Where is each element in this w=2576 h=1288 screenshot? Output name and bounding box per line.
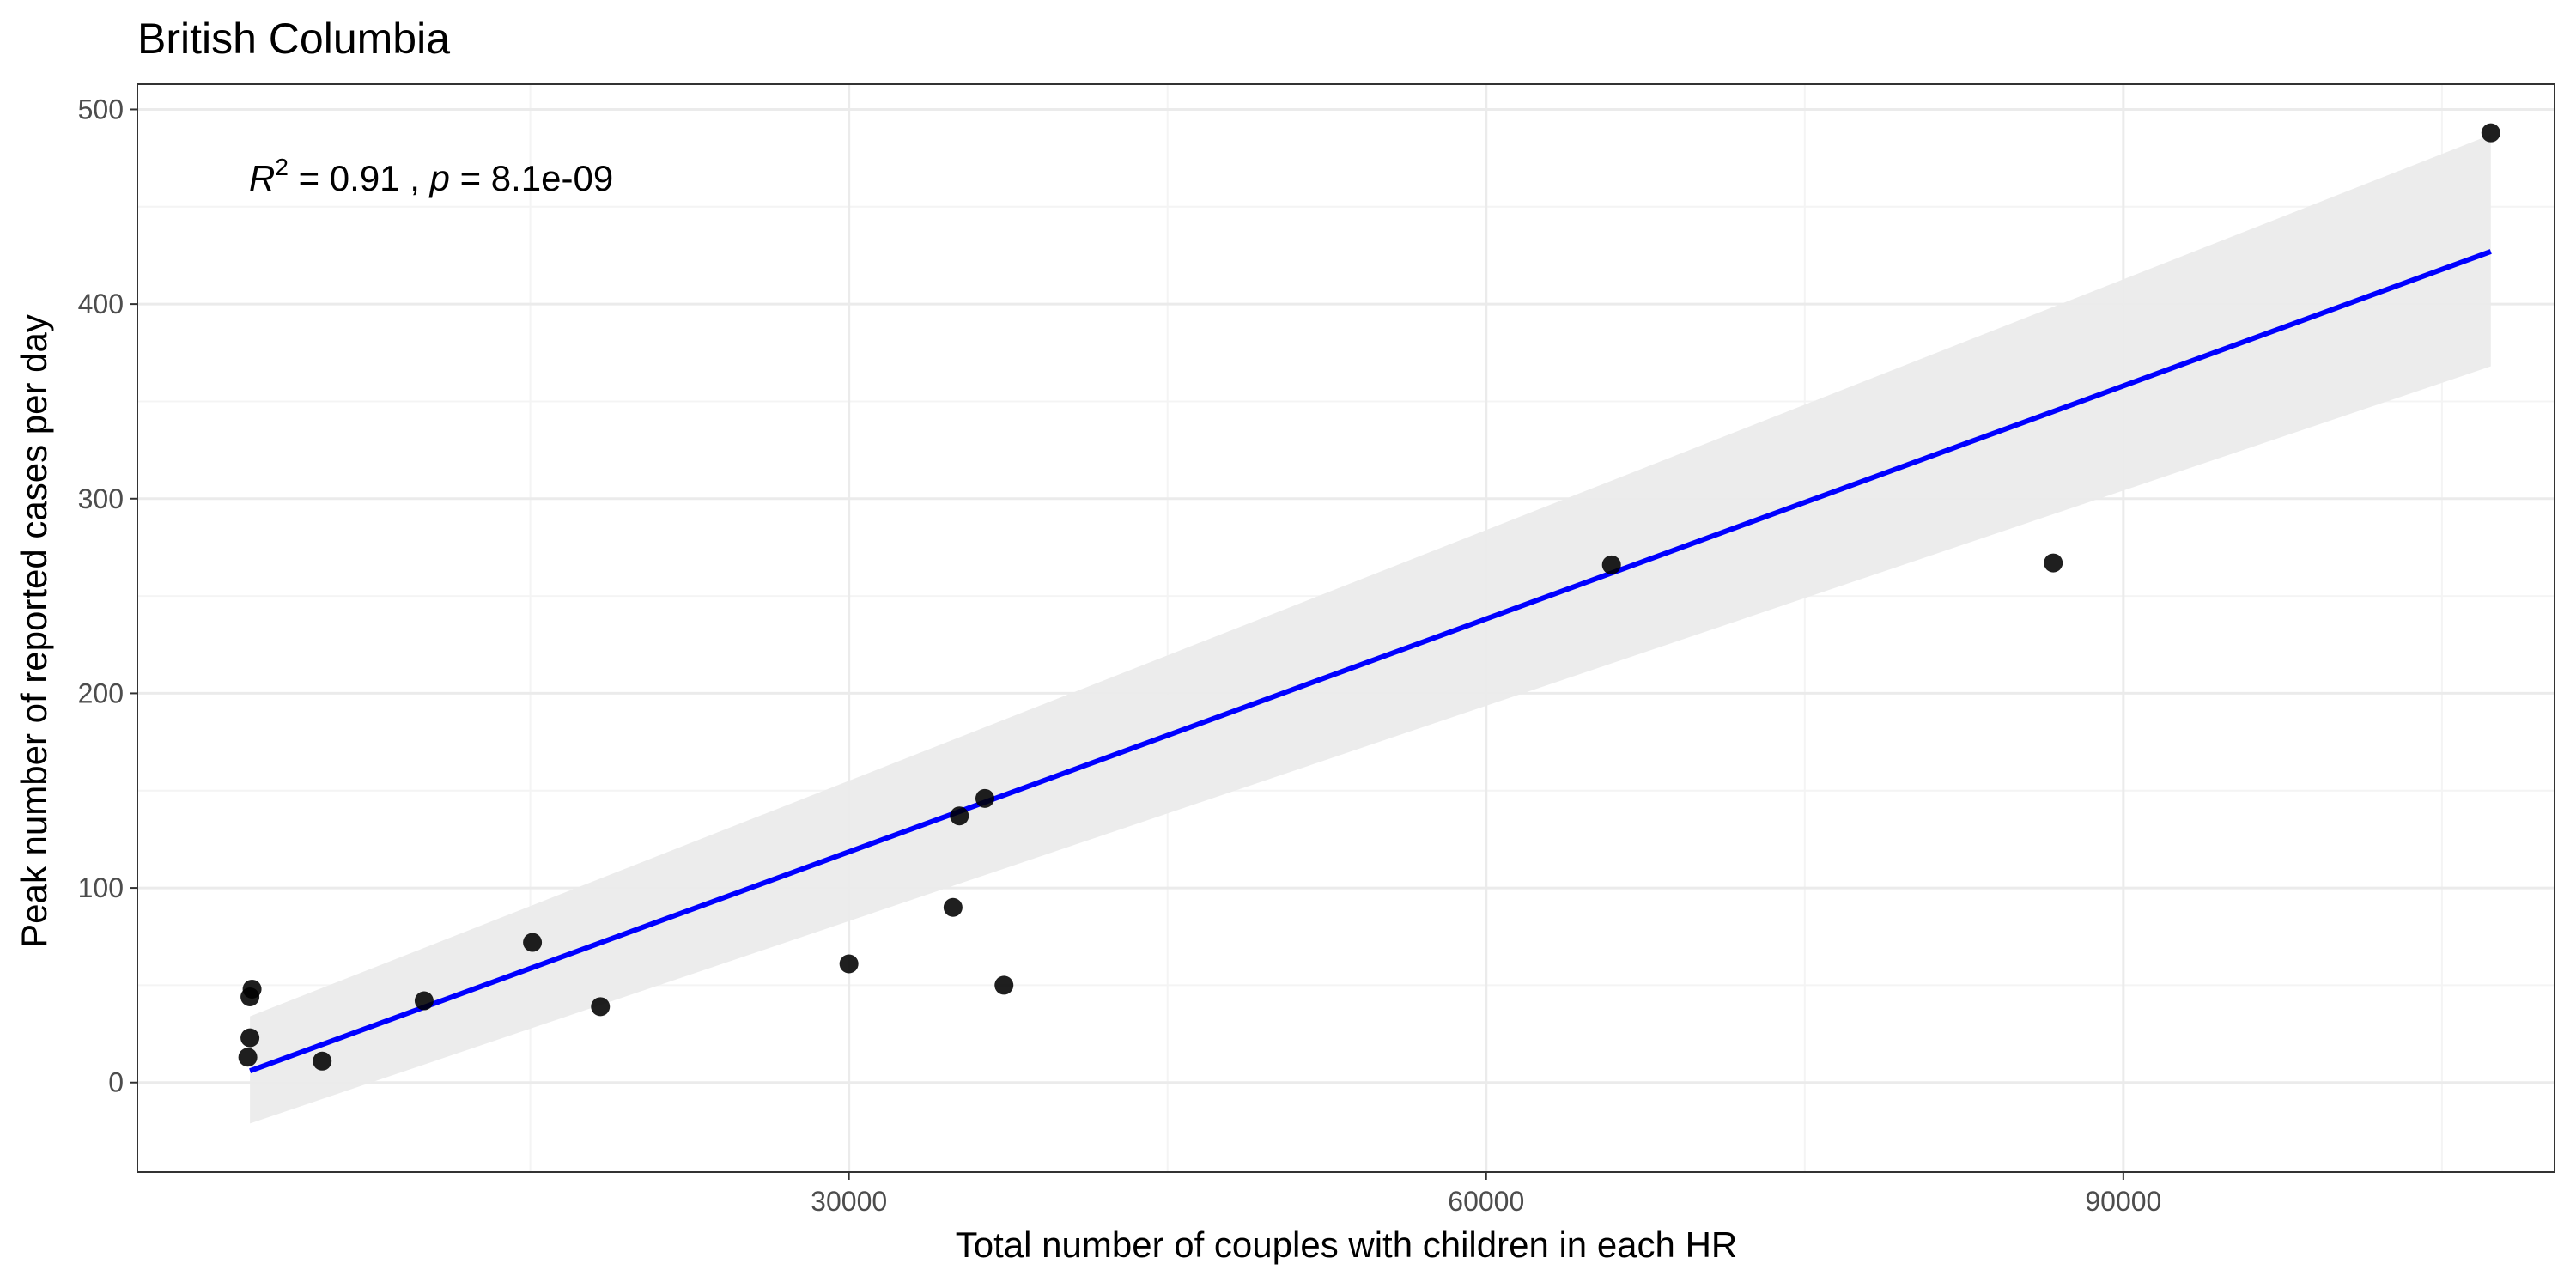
p-symbol: p xyxy=(428,158,450,198)
x-tick-label: 60000 xyxy=(1448,1186,1524,1217)
confidence-band xyxy=(250,134,2491,1124)
p-value: = 8.1e-09 xyxy=(450,158,613,198)
grid-major xyxy=(137,84,2555,1172)
confidence-band-layer xyxy=(250,134,2491,1124)
data-point xyxy=(950,806,969,826)
data-point xyxy=(1601,555,1621,574)
data-point xyxy=(523,933,543,952)
y-tick-label: 0 xyxy=(108,1067,124,1098)
r2-symbol: R xyxy=(249,158,275,198)
y-tick-label: 400 xyxy=(78,289,124,319)
data-point xyxy=(839,954,859,974)
panel-border xyxy=(137,83,2555,1173)
chart-title: British Columbia xyxy=(137,15,450,63)
x-axis-title: Total number of couples with children in… xyxy=(956,1224,1737,1265)
data-point xyxy=(238,1048,258,1067)
data-point xyxy=(591,997,611,1017)
data-point xyxy=(994,975,1014,995)
x-axis-ticks: 30000 60000 90000 xyxy=(811,1172,2161,1217)
data-point xyxy=(414,991,434,1011)
x-tick-label: 90000 xyxy=(2085,1186,2161,1217)
data-point xyxy=(242,979,262,999)
fit-annotation: R2 = 0.91 , p = 8.1e-09 xyxy=(249,154,613,198)
x-tick-label: 30000 xyxy=(811,1186,887,1217)
y-tick-label: 200 xyxy=(78,677,124,708)
data-point xyxy=(2481,123,2500,143)
points-layer xyxy=(238,123,2500,1071)
y-tick-label: 100 xyxy=(78,872,124,903)
data-point xyxy=(240,1028,260,1048)
r2-value: = 0.91 , xyxy=(289,158,430,198)
y-tick-label: 300 xyxy=(78,483,124,514)
y-axis-title: Peak number of reported cases per day xyxy=(14,314,54,948)
y-axis-ticks: 0 100 200 300 400 500 xyxy=(78,94,137,1098)
data-point xyxy=(975,788,994,808)
fit-line-layer xyxy=(249,249,2492,1073)
y-tick-label: 500 xyxy=(78,94,124,125)
r2-exponent: 2 xyxy=(275,154,289,180)
regression-line xyxy=(249,249,2492,1073)
data-point xyxy=(2044,553,2063,573)
data-point xyxy=(943,897,963,917)
data-point xyxy=(313,1051,332,1071)
